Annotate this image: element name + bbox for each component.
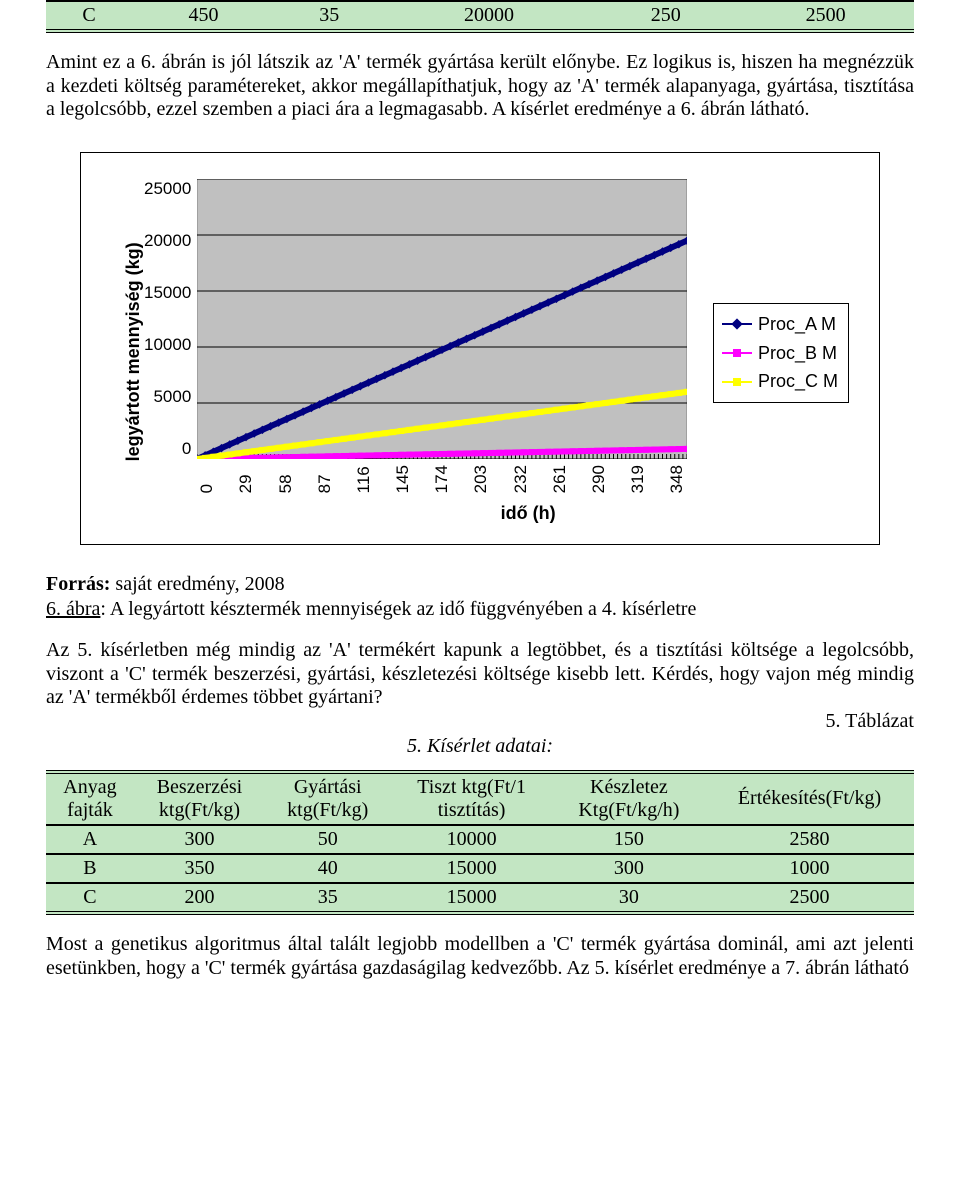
x-tick: 145 — [393, 465, 413, 493]
legend-marker — [722, 323, 752, 325]
table-cell: 15000 — [390, 883, 552, 913]
table-cell: 40 — [265, 854, 390, 883]
x-tick: 174 — [432, 465, 452, 493]
x-tick: 0 — [197, 465, 217, 493]
table-cell: 200 — [134, 883, 265, 913]
top-data-row: C45035200002502500 — [46, 0, 914, 33]
table-cell: 15000 — [390, 854, 552, 883]
chart-legend: Proc_A MProc_B MProc_C M — [713, 303, 849, 403]
y-tick: 25000 — [144, 179, 191, 199]
legend-label: Proc_A M — [758, 310, 836, 339]
column-header: Gyártásiktg(Ft/kg) — [265, 772, 390, 825]
table-cell: 30 — [553, 883, 705, 913]
x-tick: 232 — [511, 465, 531, 493]
y-axis-ticks: 25000 20000 15000 10000 5000 0 — [144, 179, 197, 459]
chart-container: legyártott mennyiség (kg) 25000 20000 1500… — [46, 152, 914, 545]
table-cell: A — [46, 825, 134, 854]
x-tick: 348 — [667, 465, 687, 493]
legend-label: Proc_B M — [758, 339, 837, 368]
y-tick: 20000 — [144, 231, 191, 251]
legend-item: Proc_A M — [722, 310, 838, 339]
table-cell: 50 — [265, 825, 390, 854]
table-cell: 2500 — [705, 883, 914, 913]
column-header: Anyagfajták — [46, 772, 134, 825]
table-cell: 450 — [132, 1, 275, 31]
x-tick: 319 — [628, 465, 648, 493]
table-cell: C — [46, 883, 134, 913]
x-axis-label: idő (h) — [197, 503, 859, 524]
y-tick: 5000 — [153, 387, 191, 407]
table-cell: 10000 — [390, 825, 552, 854]
table-cell: 35 — [275, 1, 384, 31]
table-cell: 2580 — [705, 825, 914, 854]
table-cell: 150 — [553, 825, 705, 854]
y-tick: 10000 — [144, 335, 191, 355]
y-tick: 15000 — [144, 283, 191, 303]
x-tick: 116 — [354, 465, 374, 493]
table-cell: 300 — [553, 854, 705, 883]
x-tick: 290 — [589, 465, 609, 493]
x-tick: 87 — [315, 465, 335, 493]
x-tick: 261 — [550, 465, 570, 493]
table-cell: 35 — [265, 883, 390, 913]
paragraph-1: Amint ez a 6. ábrán is jól látszik az 'A… — [46, 51, 914, 122]
table-cell: 250 — [594, 1, 737, 31]
caption-label: 6. ábra — [46, 598, 100, 620]
plot-area — [197, 179, 687, 459]
table-cell: 350 — [134, 854, 265, 883]
x-tick: 58 — [276, 465, 296, 493]
table-cell: 20000 — [384, 1, 595, 31]
table-cell: 300 — [134, 825, 265, 854]
x-tick: 29 — [236, 465, 256, 493]
chart-source: Forrás: saját eredmény, 2008 — [46, 573, 914, 596]
y-axis-label: legyártott mennyiség (kg) — [117, 179, 144, 524]
x-tick: 203 — [471, 465, 491, 493]
legend-marker — [722, 381, 752, 383]
chart-frame: legyártott mennyiség (kg) 25000 20000 1500… — [80, 152, 880, 545]
column-header: Értékesítés(Ft/kg) — [705, 772, 914, 825]
chart-caption: 6. ábra: A legyártott késztermék mennyis… — [46, 598, 914, 621]
paragraph-3: Most a genetikus algoritmus által talált… — [46, 933, 914, 980]
table-title: 5. Kísérlet adatai: — [46, 735, 914, 758]
caption-text: : A legyártott késztermék mennyiségek az… — [100, 598, 696, 620]
table-cell: B — [46, 854, 134, 883]
legend-item: Proc_C M — [722, 367, 838, 396]
column-header: KészletezKtg(Ft/kg/h) — [553, 772, 705, 825]
legend-marker — [722, 352, 752, 354]
source-label: Forrás: — [46, 573, 110, 595]
source-text: saját eredmény, 2008 — [110, 573, 284, 595]
column-header: Tiszt ktg(Ft/1tisztítás) — [390, 772, 552, 825]
table-cell: 2500 — [737, 1, 914, 31]
legend-label: Proc_C M — [758, 367, 838, 396]
column-header: Beszerzésiktg(Ft/kg) — [134, 772, 265, 825]
table-number: 5. Táblázat — [46, 710, 914, 733]
paragraph-2: Az 5. kísérletben még mindig az 'A' term… — [46, 639, 914, 710]
table-cell: C — [46, 1, 132, 31]
data-table: AnyagfajtákBeszerzésiktg(Ft/kg)Gyártásik… — [46, 770, 914, 915]
y-tick: 0 — [182, 439, 191, 459]
x-axis-ticks: 0 29 58 87 116 145 174 203 232 261 290 319 348 — [197, 465, 687, 493]
plot-svg — [197, 179, 687, 459]
table-cell: 1000 — [705, 854, 914, 883]
legend-item: Proc_B M — [722, 339, 838, 368]
